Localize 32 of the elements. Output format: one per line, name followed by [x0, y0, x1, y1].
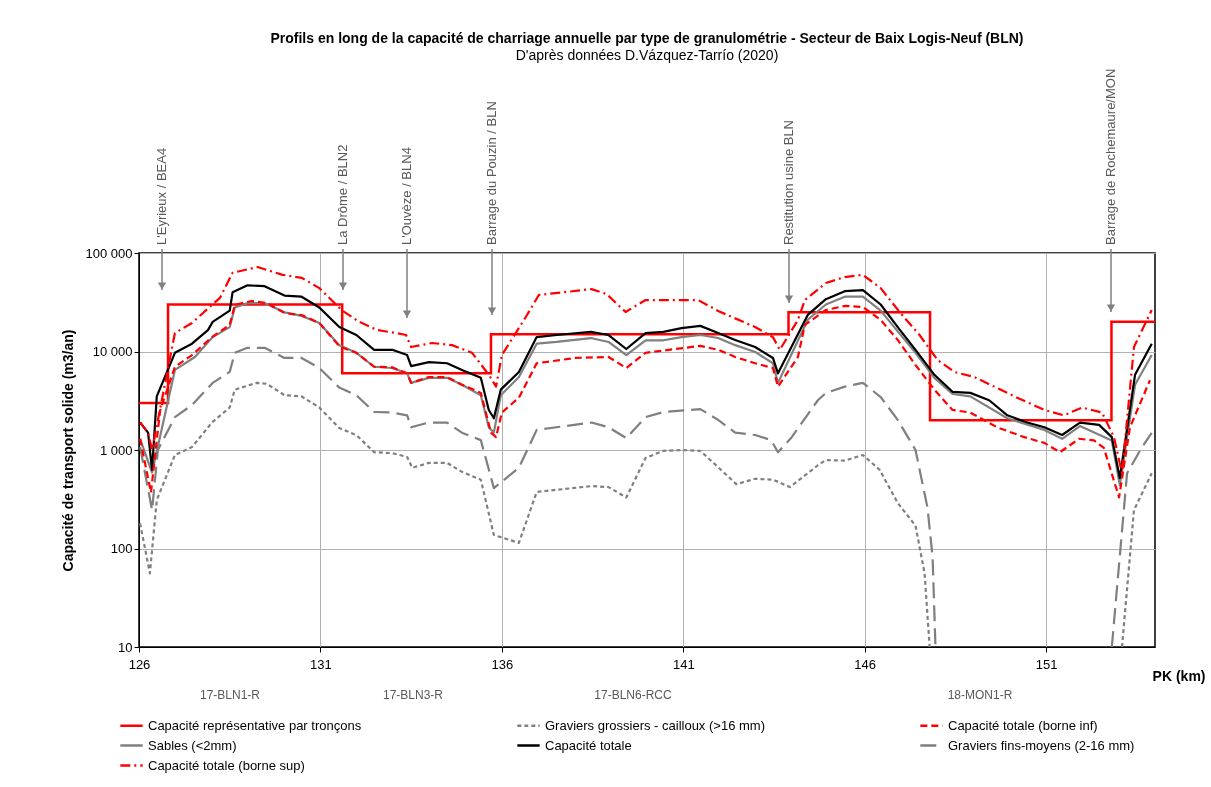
legend-label: Capacité totale (borne inf) — [948, 717, 1098, 733]
y-axis-title: Capacité de transport solide (m3/an) — [59, 329, 76, 572]
y-tick-label: 10 000 — [92, 344, 133, 359]
legend-label: Graviers grossiers - cailloux (>16 mm) — [545, 717, 765, 733]
y-tick-label: 10 — [118, 639, 133, 655]
legend-label: Capacité totale — [545, 737, 632, 753]
text: 17-BLN1-R — [199, 688, 261, 702]
x-tick-label: 146 — [854, 656, 877, 672]
text: 18-MON1-R — [947, 688, 1013, 702]
y-tick-label: 1 000 — [99, 442, 133, 458]
legend-label: Capacité représentative par tronçons — [148, 717, 362, 733]
text: Barrage de Rochemaure/MON — [1103, 68, 1118, 245]
text: Restitution usine BLN — [781, 119, 796, 245]
x-tick-label: 141 — [672, 656, 695, 672]
legend-label: Graviers fins-moyens (2-16 mm) — [948, 737, 1135, 753]
y-tick-label: 100 — [110, 541, 133, 556]
text: Barrage du Pouzin / BLN — [484, 101, 499, 245]
text: 17-BLN6-RCC — [594, 688, 673, 702]
text: L'Ouvèze / BLN4 — [399, 147, 414, 245]
legend-label: Capacité totale (borne sup) — [148, 757, 305, 773]
text: L'Eyrieux / BEA4 — [154, 147, 169, 245]
x-tick-label: 151 — [1035, 656, 1058, 672]
x-axis-title: PK (km) — [1152, 667, 1206, 684]
x-tick-label: 126 — [128, 656, 151, 672]
x-tick-label: 131 — [310, 656, 332, 672]
chart-subtitle: D'après données D.Vázquez-Tarrío (2020) — [515, 46, 779, 63]
legend-label: Sables (<2mm) — [148, 737, 237, 753]
chart-title: Profils en long de la capacité de charriage annuelle par type de granulométrie - Secteur de Baix Logis-Neuf (BLN) — [270, 29, 1024, 46]
text: 17-BLN3-R — [382, 688, 444, 702]
y-tick-label: 100 000 — [85, 245, 133, 261]
x-tick-label: 136 — [491, 656, 514, 672]
text: La Drôme / BLN2 — [335, 144, 350, 245]
